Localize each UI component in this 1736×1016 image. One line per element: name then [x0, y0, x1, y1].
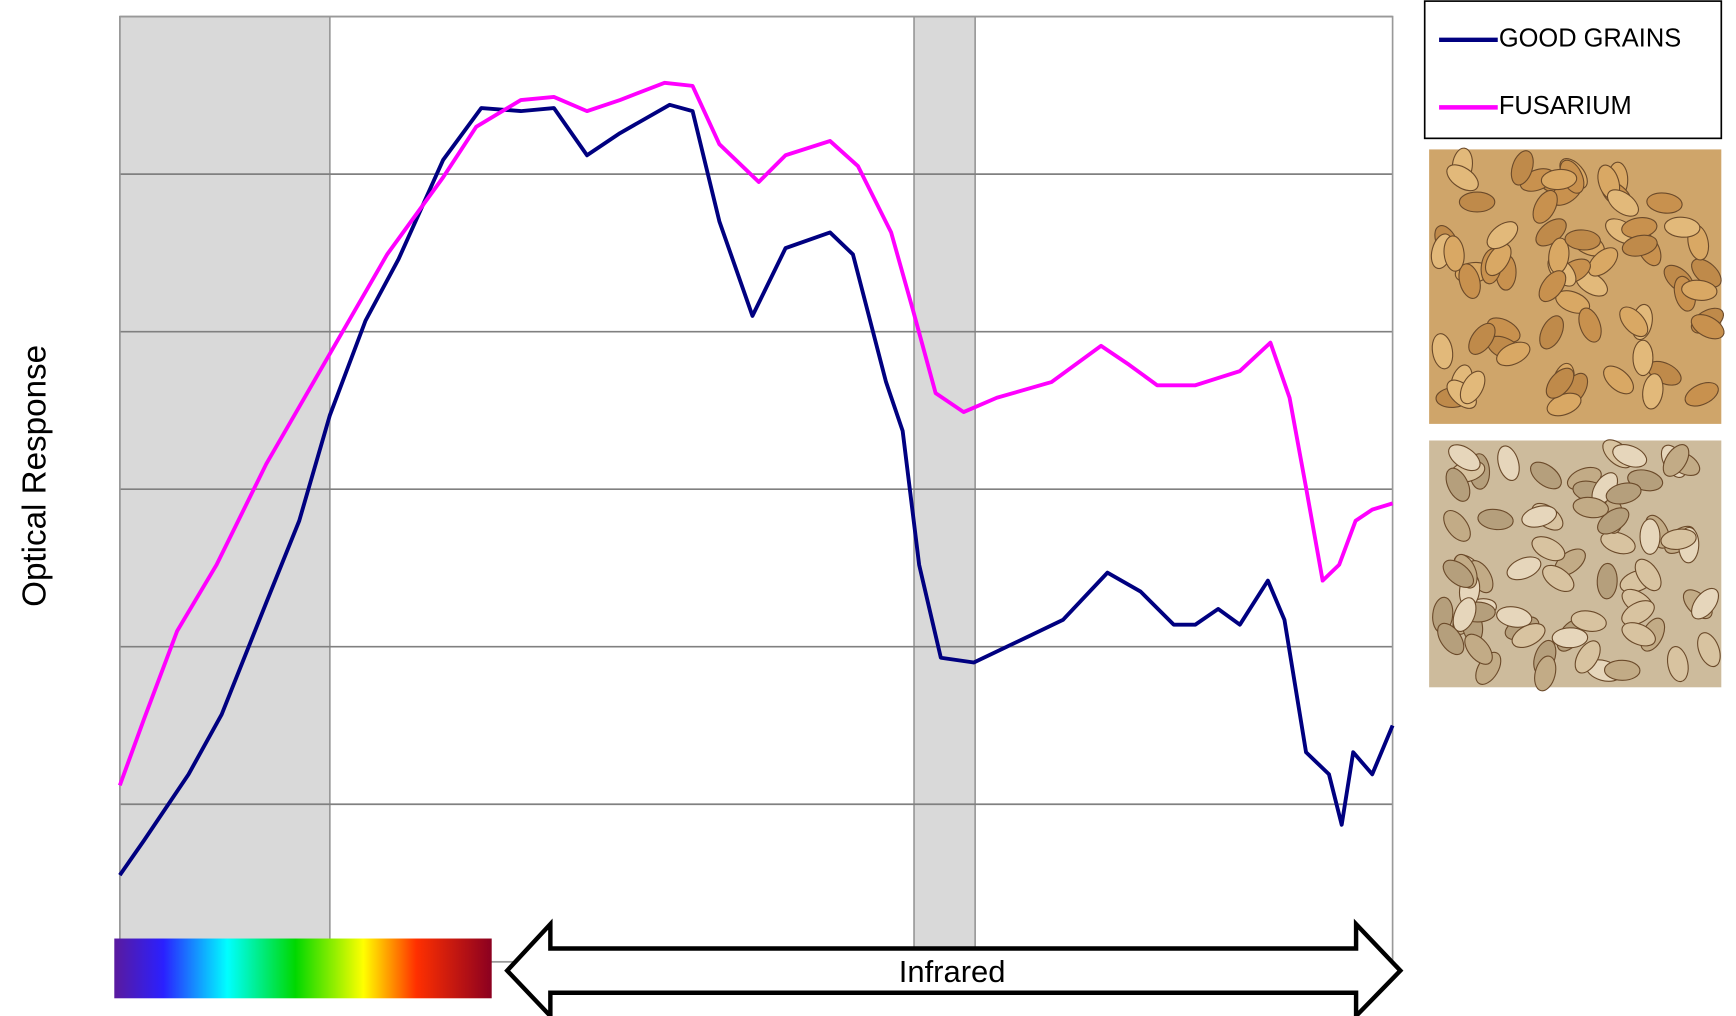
grain — [1621, 234, 1658, 257]
grain — [1496, 606, 1533, 628]
grain — [1691, 587, 1720, 620]
legend-label: FUSARIUM — [1499, 92, 1632, 120]
photo-good-grains — [1429, 147, 1725, 424]
legend: GOOD GRAINS FUSARIUM — [1423, 0, 1723, 140]
grain — [1486, 221, 1519, 250]
grain — [1442, 559, 1475, 588]
series-line — [118, 80, 1394, 787]
infrared-arrow — [504, 918, 1404, 1016]
grain — [1458, 263, 1481, 299]
grain — [1606, 189, 1640, 217]
grain — [1532, 189, 1558, 224]
grain — [1468, 322, 1496, 355]
grain — [1510, 150, 1534, 186]
grain — [1506, 556, 1542, 581]
grain — [1603, 659, 1641, 681]
grain — [1619, 306, 1649, 338]
visible-spectrum-bar — [114, 938, 492, 999]
grain — [1684, 382, 1719, 407]
grain — [1570, 610, 1607, 632]
grain — [1445, 467, 1471, 502]
grain — [1511, 622, 1546, 649]
grain — [1587, 247, 1619, 277]
grain — [1572, 496, 1609, 519]
grain — [1646, 192, 1683, 214]
y-axis-label: Optical Response — [17, 345, 54, 607]
photo-fusarium — [1429, 439, 1722, 692]
grain — [1542, 564, 1575, 593]
grain — [1596, 562, 1618, 600]
legend-label: GOOD GRAINS — [1499, 25, 1681, 53]
plot-area — [118, 15, 1395, 963]
grain — [1534, 655, 1557, 692]
grain — [1690, 314, 1725, 340]
grain — [1660, 528, 1697, 550]
grain — [1681, 279, 1718, 301]
grain — [1634, 558, 1662, 592]
grain — [1496, 341, 1531, 367]
grain — [1484, 243, 1512, 277]
grain — [1578, 307, 1602, 343]
grain — [1632, 339, 1654, 377]
grain — [1545, 367, 1575, 399]
grain — [1437, 622, 1465, 656]
grain — [1458, 191, 1496, 213]
grain — [1497, 445, 1520, 481]
grain — [1621, 600, 1655, 626]
grain — [1538, 270, 1567, 303]
grain — [1539, 315, 1564, 350]
grain — [1600, 531, 1636, 555]
grain — [1446, 164, 1479, 192]
grain — [1530, 461, 1562, 490]
grain — [1603, 365, 1634, 395]
grain — [1574, 640, 1601, 674]
grain — [1605, 482, 1642, 505]
grain — [1540, 168, 1578, 191]
grain — [1666, 646, 1689, 683]
grain — [1431, 333, 1454, 370]
grain — [1564, 229, 1601, 251]
grain — [1521, 505, 1558, 528]
grain — [1642, 373, 1664, 410]
grain — [1448, 444, 1481, 472]
grain — [1697, 632, 1721, 668]
annotation: Infrared — [899, 954, 1006, 989]
grain — [1639, 518, 1661, 555]
grain — [1551, 627, 1589, 649]
grain — [1443, 509, 1471, 542]
grain — [1531, 536, 1566, 562]
grain — [1663, 216, 1701, 238]
grain — [1621, 622, 1656, 647]
grain — [1443, 235, 1465, 272]
series-line — [118, 102, 1395, 877]
grain — [1477, 508, 1514, 531]
grain — [1612, 444, 1648, 468]
grain — [1464, 633, 1493, 665]
grain — [1459, 370, 1486, 405]
legend-box — [1423, 0, 1723, 140]
grain — [1662, 444, 1690, 477]
